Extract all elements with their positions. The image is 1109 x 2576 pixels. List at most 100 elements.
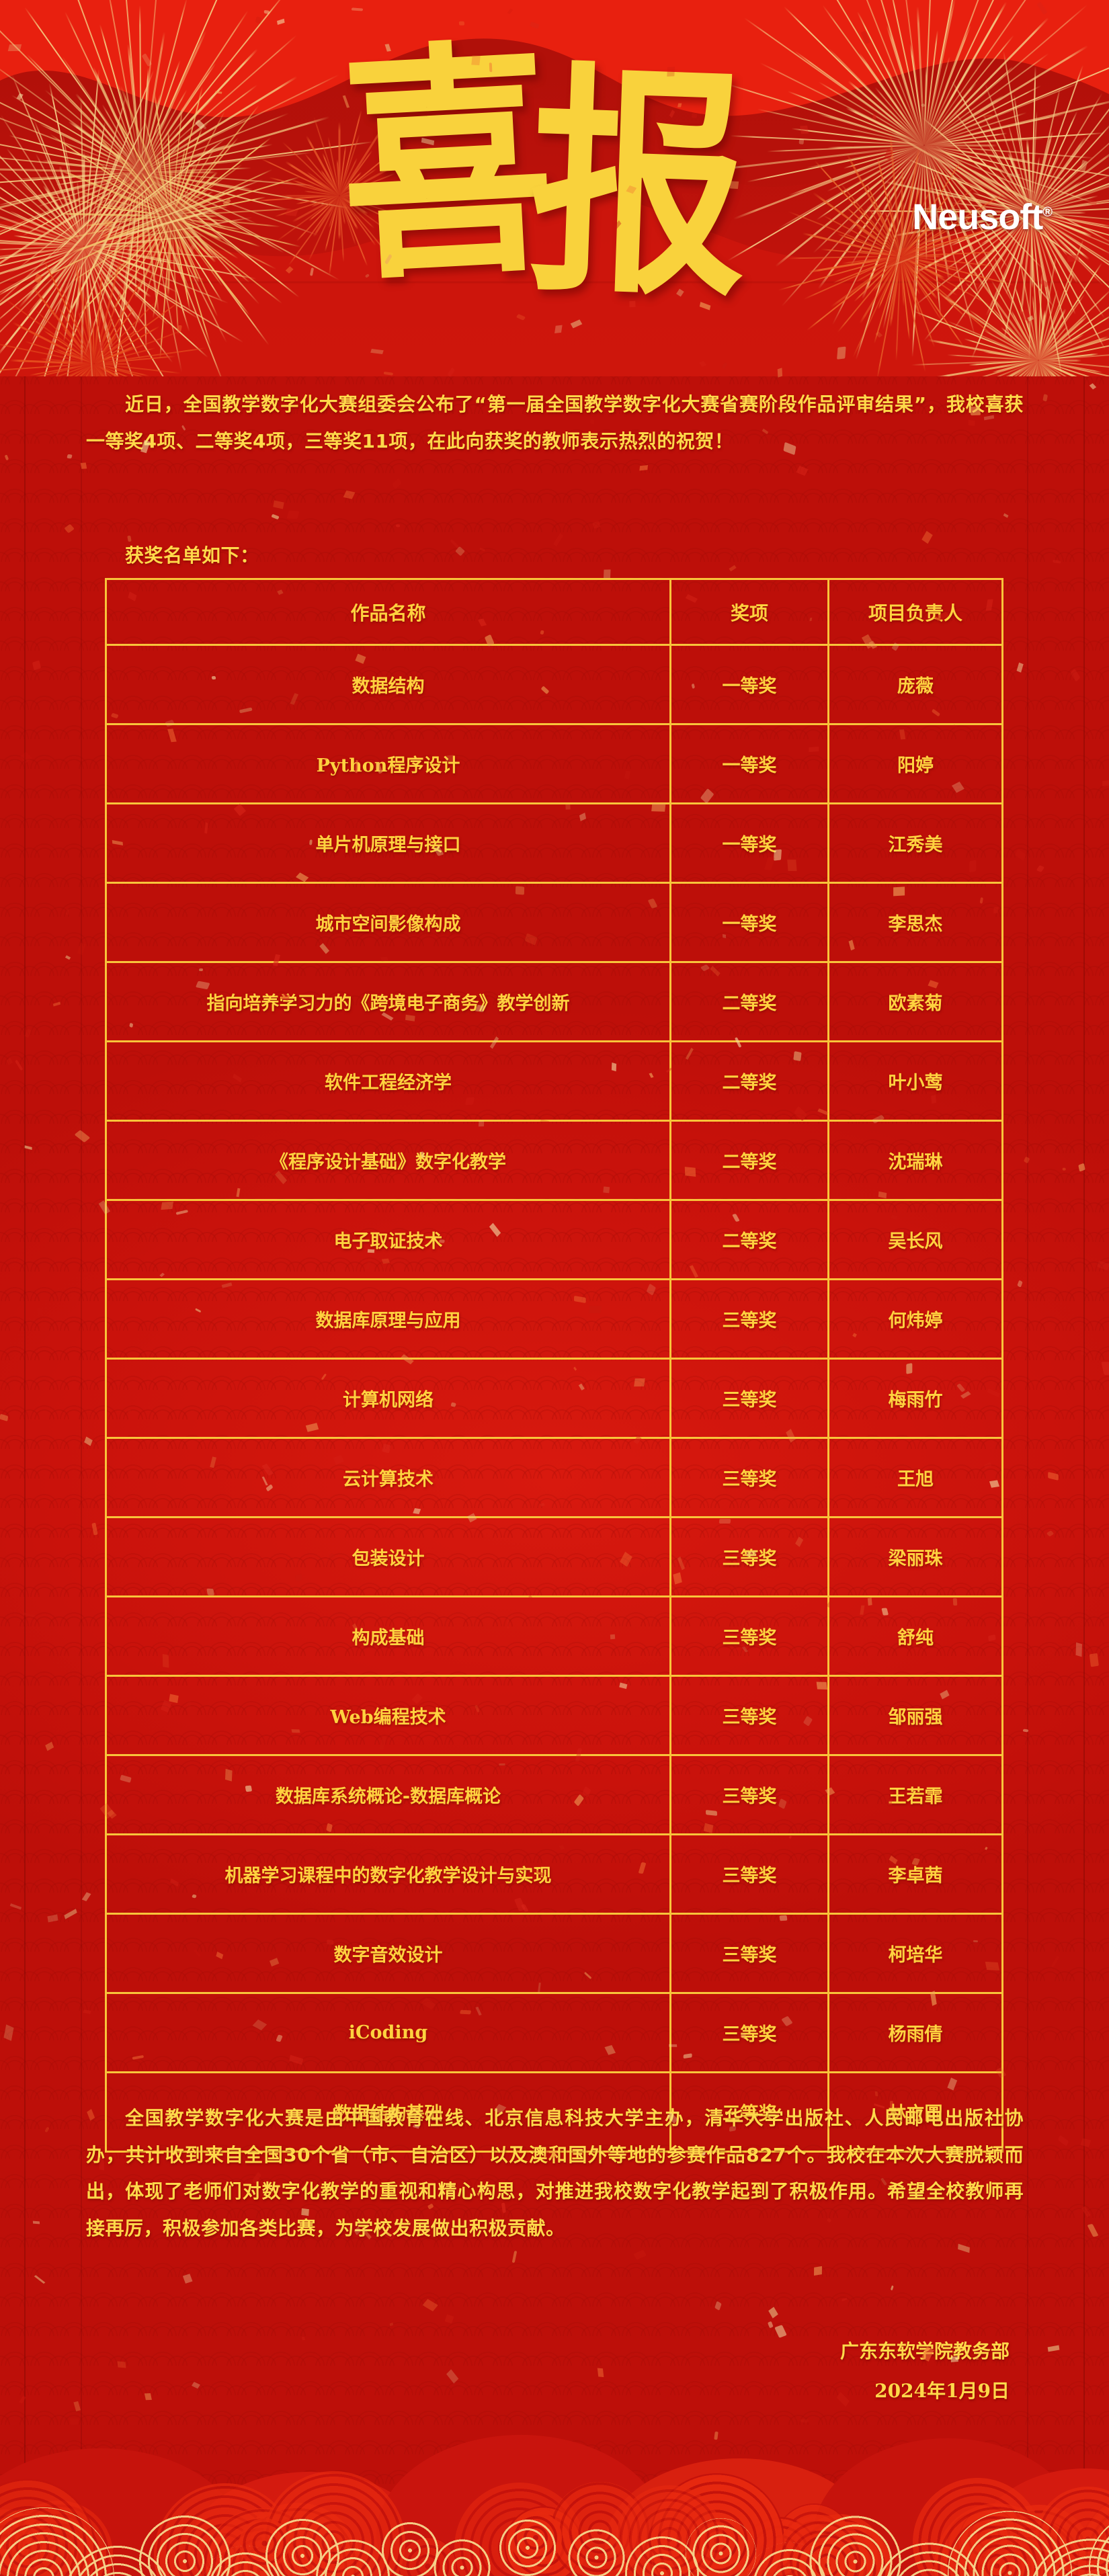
confetti-flake <box>64 1908 77 1919</box>
table-row: 《程序设计基础》数字化教学 二等奖 沈瑞琳 <box>105 1120 1003 1201</box>
cell-project-leader: 舒纯 <box>827 1595 1003 1677</box>
cell-project-leader: 何炜婷 <box>827 1278 1003 1360</box>
confetti-flake <box>1070 668 1081 681</box>
awards-table-head: 作品名称 奖项 项目负责人 <box>105 578 1003 646</box>
confetti-flake <box>1087 2223 1099 2237</box>
table-row: 包装设计 三等奖 梁丽珠 <box>105 1516 1003 1597</box>
confetti-flake <box>1062 1167 1066 1171</box>
confetti-flake <box>774 2325 787 2338</box>
cell-project-leader: 江秀美 <box>827 802 1003 884</box>
seam-line-right-inner <box>1027 0 1028 2576</box>
confetti-flake <box>768 2307 779 2319</box>
confetti-flake <box>1047 2345 1059 2352</box>
confetti-flake <box>1042 394 1048 402</box>
poster-title-character-1: 喜 <box>333 14 561 315</box>
cell-work-name: 电子取证技术 <box>105 1199 671 1280</box>
confetti-flake <box>767 2321 774 2329</box>
cell-work-name: Python程序设计 <box>105 723 671 804</box>
table-row: 数据结构 一等奖 庞薇 <box>105 644 1003 725</box>
confetti-flake <box>18 2395 26 2403</box>
cell-award-level: 三等奖 <box>669 1595 829 1677</box>
confetti-flake <box>1022 1729 1029 1733</box>
confetti-flake <box>444 2314 454 2324</box>
table-row: 机器学习课程中的数字化教学设计与实现 三等奖 李卓茜 <box>105 1833 1003 1915</box>
confetti-flake <box>271 513 280 520</box>
seam-line-left <box>24 0 26 2576</box>
confetti-flake <box>81 463 87 470</box>
cell-award-level: 三等奖 <box>669 2071 829 2153</box>
column-header-work-name: 作品名称 <box>105 578 671 646</box>
confetti-flake <box>446 2369 459 2384</box>
awards-table: 作品名称 奖项 项目负责人 数据结构 一等奖 庞薇 Python程序设计 一等奖 阳婷 单片… <box>105 578 1003 2153</box>
confetti-flake <box>5 1057 13 1066</box>
confetti-flake <box>300 2336 305 2341</box>
signature-organization: 广东东软学院教务部 <box>839 2340 1010 2362</box>
footer-cloud-decoration <box>0 2408 1109 2576</box>
cell-project-leader: 林方圆 <box>827 2071 1003 2153</box>
table-row: 单片机原理与接口 一等奖 江秀美 <box>105 802 1003 884</box>
cell-work-name: 指向培养学习力的《跨境电子商务》教学创新 <box>105 961 671 1042</box>
confetti-flake <box>1101 1362 1109 1375</box>
cell-project-leader: 梁丽珠 <box>827 1516 1003 1597</box>
cell-project-leader: 阳婷 <box>827 723 1003 804</box>
table-row: Python程序设计 一等奖 阳婷 <box>105 723 1003 804</box>
confetti-flake <box>1052 559 1061 564</box>
table-row: 数据库原理与应用 三等奖 何炜婷 <box>105 1278 1003 1360</box>
table-row: 数字音效设计 三等奖 柯培华 <box>105 1913 1003 1994</box>
confetti-flake <box>34 2275 46 2284</box>
table-row: 云计算技术 三等奖 王旭 <box>105 1437 1003 1518</box>
confetti-flake <box>144 2393 152 2401</box>
cell-award-level: 三等奖 <box>669 1833 829 1915</box>
confetti-flake <box>286 510 300 520</box>
table-row: 电子取证技术 二等奖 吴长风 <box>105 1199 1003 1280</box>
cell-work-name: 数字音效设计 <box>105 1913 671 1994</box>
table-row: 软件工程经济学 二等奖 叶小莺 <box>105 1040 1003 1122</box>
neusoft-logo: Neusoft® <box>912 196 1053 238</box>
confetti-flake <box>22 1612 36 1618</box>
cell-project-leader: 王旭 <box>827 1437 1003 1518</box>
cell-project-leader: 梅雨竹 <box>827 1358 1003 1439</box>
gold-spiral-cloud-icon <box>565 2525 628 2576</box>
cell-work-name: 软件工程经济学 <box>105 1040 671 1122</box>
confetti-flake <box>639 465 648 471</box>
confetti-flake <box>52 1001 60 1007</box>
registered-trademark-icon: ® <box>1042 205 1053 220</box>
confetti-flake <box>392 478 402 489</box>
cell-work-name: 数据结构 <box>105 644 671 725</box>
award-list-lead-in: 获奖名单如下： <box>125 544 259 567</box>
cell-project-leader: 邹丽强 <box>827 1675 1003 1756</box>
cell-project-leader: 叶小莺 <box>827 1040 1003 1122</box>
confetti-flake <box>511 2251 518 2263</box>
cell-work-name: 数据结构基础 <box>105 2071 671 2153</box>
gold-spiral-cloud-icon <box>686 2518 756 2576</box>
cell-work-name: 计算机网络 <box>105 1358 671 1439</box>
confetti-flake <box>0 1413 8 1421</box>
cell-award-level: 一等奖 <box>669 802 829 884</box>
confetti-flake <box>1078 1163 1086 1172</box>
column-header-leader: 项目负责人 <box>827 578 1003 646</box>
table-row: iCoding 三等奖 杨雨倩 <box>105 1992 1003 2073</box>
cell-project-leader: 李思杰 <box>827 882 1003 963</box>
confetti-flake <box>117 2360 126 2368</box>
confetti-flake <box>1090 383 1097 390</box>
cell-project-leader: 庞薇 <box>827 644 1003 725</box>
cell-work-name: 《程序设计基础》数字化教学 <box>105 1120 671 1201</box>
cell-award-level: 二等奖 <box>669 1199 829 1280</box>
confetti-flake <box>44 1741 54 1751</box>
confetti-flake <box>343 491 356 499</box>
confetti-flake <box>1081 2206 1091 2218</box>
table-row: 数据库系统概论-数据库概论 三等奖 王若霏 <box>105 1754 1003 1835</box>
confetti-flake <box>15 1059 24 1071</box>
confetti-flake <box>1003 513 1008 519</box>
cell-work-name: 数据库系统概论-数据库概论 <box>105 1754 671 1835</box>
confetti-flake <box>32 659 42 671</box>
table-row: 指向培养学习力的《跨境电子商务》教学创新 二等奖 欧素菊 <box>105 961 1003 1042</box>
signature-date: 2024年1月9日 <box>874 2379 1010 2402</box>
poster-title-character-2: 报 <box>524 38 753 331</box>
cell-award-level: 三等奖 <box>669 1754 829 1835</box>
intro-paragraph: 近日，全国教学数字化大赛组委会公布了“第一届全国教学数字化大赛省赛阶段作品评审结… <box>86 393 1024 452</box>
cell-project-leader: 沈瑞琳 <box>827 1120 1003 1201</box>
confetti-flake <box>24 1028 32 1038</box>
confetti-flake <box>714 2300 723 2311</box>
